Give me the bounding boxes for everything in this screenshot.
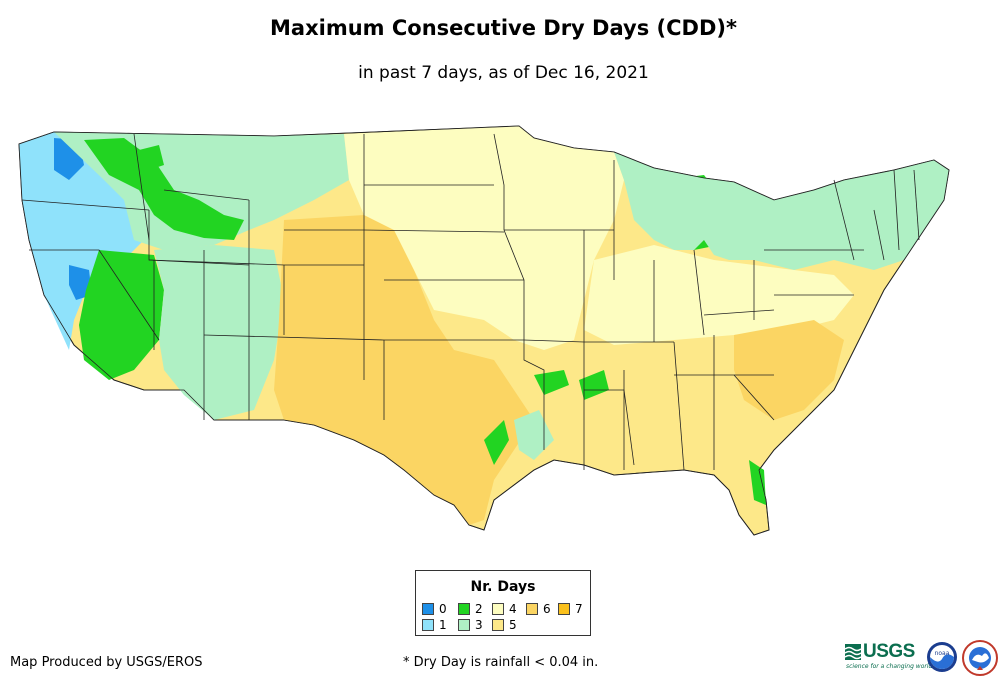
region-ohio-4	[584, 245, 854, 345]
region-idaho-2b	[139, 145, 164, 170]
legend: Nr. Days 0 1 2 3 4 5 6 7	[415, 570, 591, 636]
legend-item-0: 0	[422, 602, 447, 616]
usgs-logo: USGS science for a changing world	[843, 641, 932, 675]
legend-item-1: 1	[422, 618, 447, 632]
legend-label-3: 3	[475, 618, 483, 632]
legend-label-4: 4	[509, 602, 517, 616]
state-borders	[18, 125, 950, 536]
legend-swatch-4	[492, 603, 504, 615]
producer-credit: Map Produced by USGS/EROS	[10, 655, 203, 670]
legend-item-5: 5	[492, 618, 517, 632]
legend-label-7: 7	[575, 602, 583, 616]
legend-item-2: 2	[458, 602, 483, 616]
legend-label-5: 5	[509, 618, 517, 632]
legend-swatch-0	[422, 603, 434, 615]
noaa-logo-text: noaa	[935, 650, 950, 657]
map-subtitle: in past 7 days, as of Dec 16, 2021	[358, 63, 649, 83]
legend-swatch-3	[458, 619, 470, 631]
region-florida-2	[749, 460, 766, 505]
legend-item-6: 6	[526, 602, 551, 616]
legend-swatch-1	[422, 619, 434, 631]
usgs-logo-text: USGS	[863, 641, 915, 662]
cdd-map	[18, 125, 950, 536]
legend-title: Nr. Days	[470, 579, 536, 595]
region-nrockies-2	[84, 138, 244, 240]
legend-label-1: 1	[439, 618, 447, 632]
region-ne-3	[614, 152, 949, 270]
legend-swatch-2	[458, 603, 470, 615]
legend-item-4: 4	[492, 602, 517, 616]
region-gulf-2b	[579, 370, 609, 400]
noaa-logo-icon: noaa	[927, 642, 957, 672]
usgs-tagline: science for a changing world	[846, 663, 933, 670]
map-title: Maximum Consecutive Dry Days (CDD)*	[270, 16, 737, 40]
legend-label-6: 6	[543, 602, 551, 616]
legend-swatch-5	[492, 619, 504, 631]
region-plains-6	[274, 215, 534, 525]
region-nplains-4	[344, 126, 624, 350]
region-gulf-2c	[484, 420, 509, 465]
nws-logo-icon	[962, 640, 998, 676]
region-gulf-2a	[534, 370, 569, 395]
legend-item-7: 7	[558, 602, 583, 616]
usgs-wave-icon	[845, 644, 861, 660]
legend-swatch-7	[558, 603, 570, 615]
dry-day-footnote: * Dry Day is rainfall < 0.04 in.	[403, 655, 599, 670]
legend-label-2: 2	[475, 602, 483, 616]
region-se-6	[734, 320, 844, 420]
region-basin-3	[154, 245, 284, 420]
legend-item-3: 3	[458, 618, 483, 632]
legend-label-0: 0	[439, 602, 447, 616]
legend-swatch-6	[526, 603, 538, 615]
region-nv-2	[79, 250, 164, 380]
us-map-fill	[18, 125, 950, 536]
